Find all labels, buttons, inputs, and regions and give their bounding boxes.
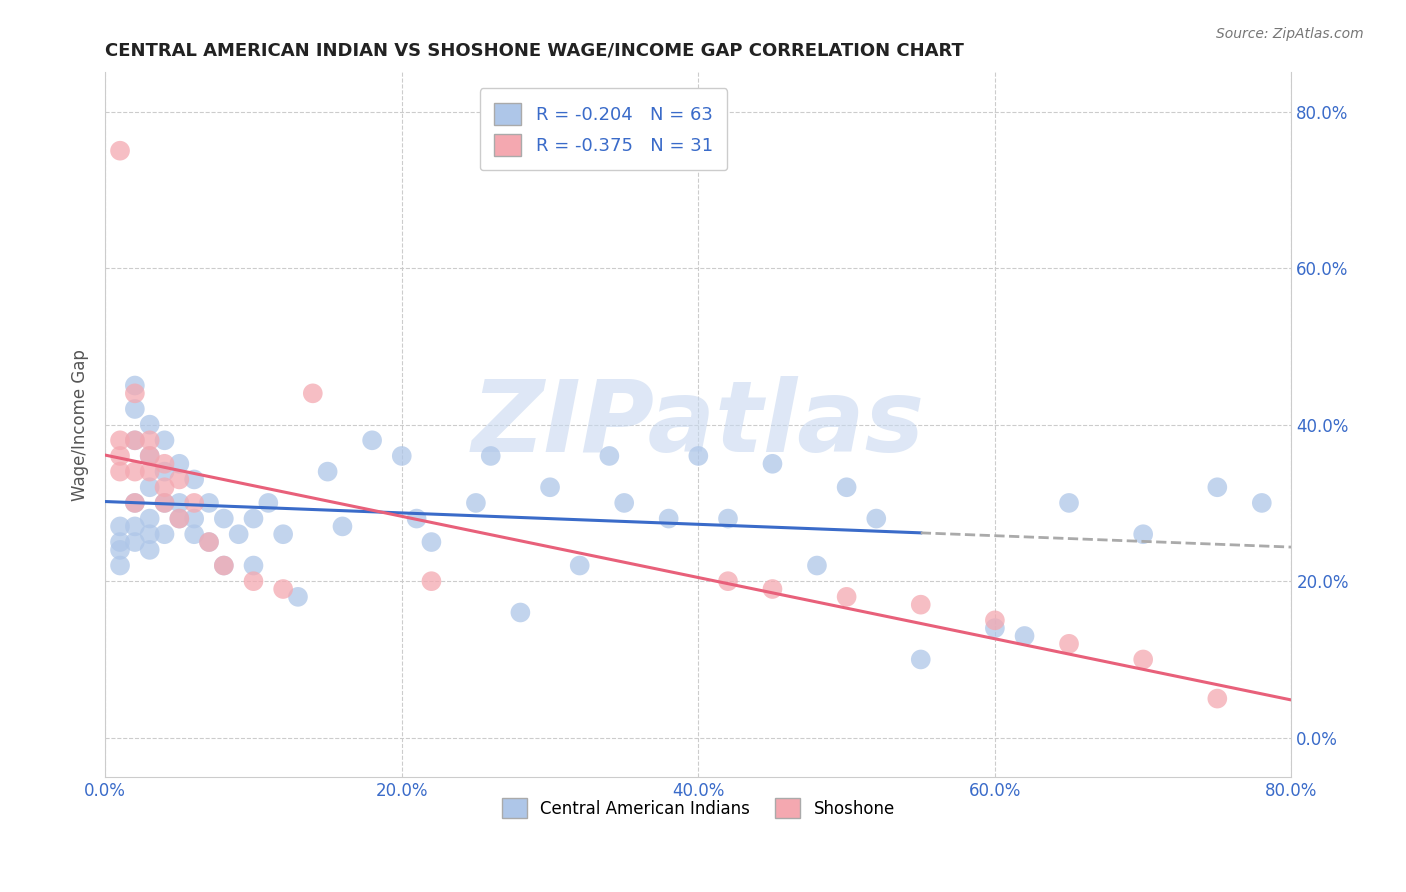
Point [835,590,858,604]
Point [124,378,146,392]
Point [1206,691,1229,706]
Point [717,511,740,525]
Point [138,417,160,432]
Point [198,496,221,510]
Point [479,449,502,463]
Point [153,457,176,471]
Point [228,527,250,541]
Point [242,574,264,589]
Point [124,402,146,417]
Point [1132,652,1154,666]
Point [271,527,294,541]
Point [568,558,591,573]
Point [183,496,205,510]
Point [124,519,146,533]
Text: CENTRAL AMERICAN INDIAN VS SHOSHONE WAGE/INCOME GAP CORRELATION CHART: CENTRAL AMERICAN INDIAN VS SHOSHONE WAGE… [105,42,965,60]
Point [153,496,176,510]
Point [169,496,191,510]
Point [124,434,146,448]
Point [169,472,191,486]
Point [301,386,323,401]
Point [169,457,191,471]
Point [1014,629,1036,643]
Point [835,480,858,494]
Point [405,511,427,525]
Point [153,527,176,541]
Point [332,519,354,533]
Point [138,480,160,494]
Point [865,511,887,525]
Point [124,386,146,401]
Point [169,511,191,525]
Point [1057,496,1080,510]
Point [717,574,740,589]
Point [153,480,176,494]
Point [138,527,160,541]
Y-axis label: Wage/Income Gap: Wage/Income Gap [72,349,89,500]
Point [761,582,783,596]
Point [242,511,264,525]
Point [212,511,235,525]
Point [806,558,828,573]
Point [124,496,146,510]
Point [124,465,146,479]
Point [183,527,205,541]
Point [316,465,339,479]
Point [1057,637,1080,651]
Text: Source: ZipAtlas.com: Source: ZipAtlas.com [1216,27,1364,41]
Point [183,511,205,525]
Point [361,434,384,448]
Point [198,535,221,549]
Point [124,535,146,549]
Point [1206,480,1229,494]
Point [153,434,176,448]
Point [169,511,191,525]
Legend: Central American Indians, Shoshone: Central American Indians, Shoshone [495,791,901,825]
Point [420,574,443,589]
Point [688,449,710,463]
Point [212,558,235,573]
Point [613,496,636,510]
Point [198,535,221,549]
Point [984,621,1007,635]
Point [138,542,160,557]
Point [287,590,309,604]
Point [108,434,131,448]
Point [124,434,146,448]
Point [138,449,160,463]
Point [124,496,146,510]
Point [108,535,131,549]
Point [242,558,264,573]
Point [509,606,531,620]
Point [212,558,235,573]
Point [138,465,160,479]
Point [658,511,681,525]
Point [108,449,131,463]
Point [183,472,205,486]
Point [1132,527,1154,541]
Point [598,449,620,463]
Point [271,582,294,596]
Point [138,511,160,525]
Point [153,496,176,510]
Point [984,613,1007,627]
Point [108,144,131,158]
Text: ZIPatlas: ZIPatlas [472,376,925,473]
Point [910,652,932,666]
Point [108,465,131,479]
Point [108,542,131,557]
Point [138,434,160,448]
Point [138,449,160,463]
Point [1250,496,1272,510]
Point [538,480,561,494]
Point [420,535,443,549]
Point [391,449,413,463]
Point [257,496,280,510]
Point [108,519,131,533]
Point [108,558,131,573]
Point [464,496,486,510]
Point [910,598,932,612]
Point [153,465,176,479]
Point [761,457,783,471]
